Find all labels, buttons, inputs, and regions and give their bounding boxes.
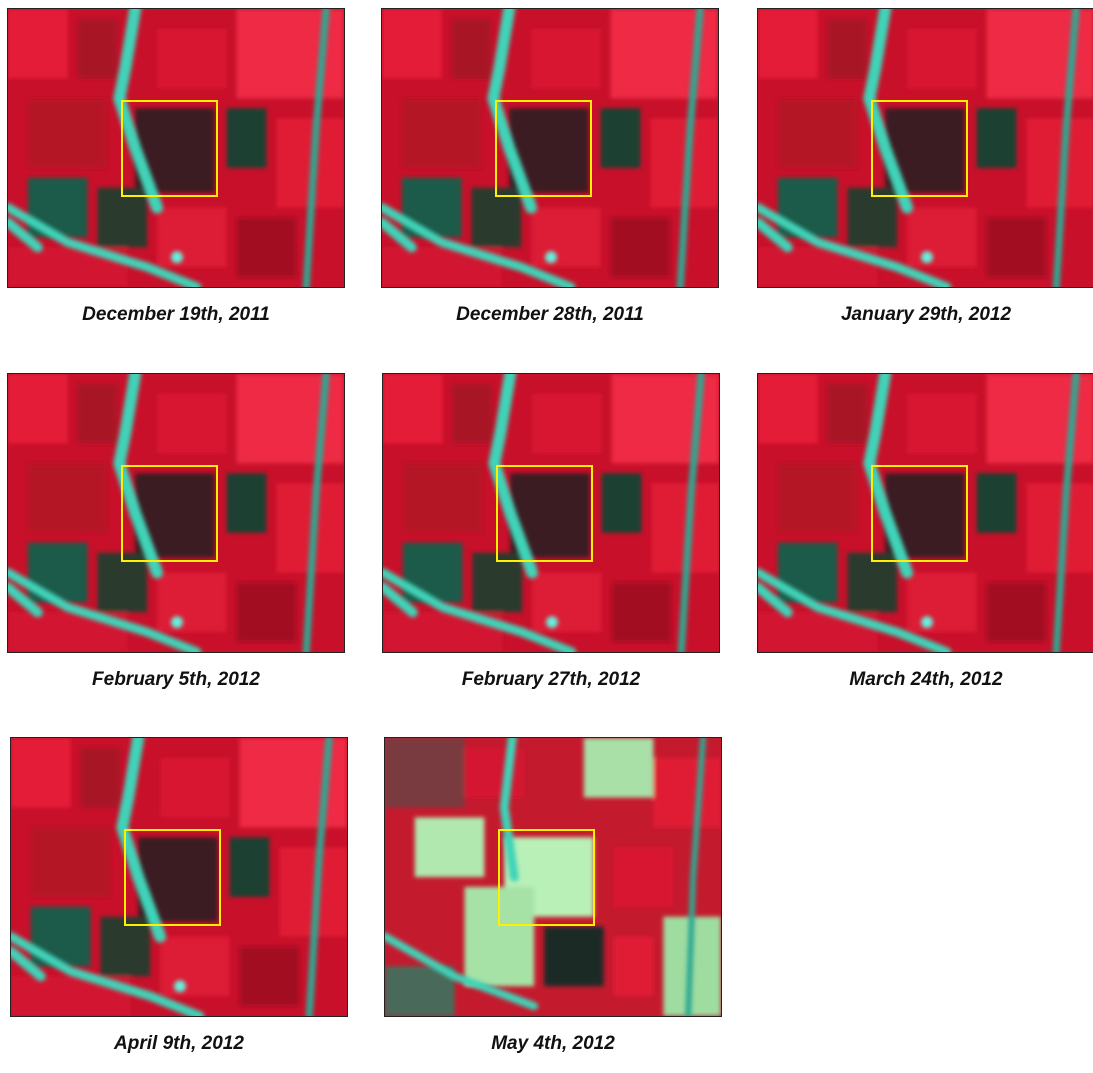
image-date-caption: December 19th, 2011 xyxy=(82,304,270,325)
satellite-image xyxy=(757,373,1093,653)
image-date-caption: May 4th, 2012 xyxy=(491,1033,615,1054)
satellite-image xyxy=(7,373,345,653)
region-of-interest-box xyxy=(871,100,968,197)
image-date-caption: February 5th, 2012 xyxy=(92,669,260,690)
satellite-image xyxy=(7,8,345,288)
region-of-interest-box xyxy=(121,100,218,197)
region-of-interest-box xyxy=(871,465,968,562)
satellite-image xyxy=(757,8,1093,288)
image-date-caption: March 24th, 2012 xyxy=(849,669,1003,690)
satellite-image xyxy=(381,8,719,288)
satellite-image xyxy=(384,737,722,1017)
region-of-interest-box xyxy=(496,465,593,562)
region-of-interest-box xyxy=(498,829,595,926)
region-of-interest-box xyxy=(495,100,592,197)
image-date-caption: April 9th, 2012 xyxy=(114,1033,244,1054)
image-date-caption: January 29th, 2012 xyxy=(840,304,1012,325)
image-date-caption: December 28th, 2011 xyxy=(456,304,644,325)
satellite-image xyxy=(382,373,720,653)
image-date-caption: February 27th, 2012 xyxy=(461,669,641,690)
region-of-interest-box xyxy=(121,465,218,562)
satellite-image xyxy=(10,737,348,1017)
region-of-interest-box xyxy=(124,829,221,926)
